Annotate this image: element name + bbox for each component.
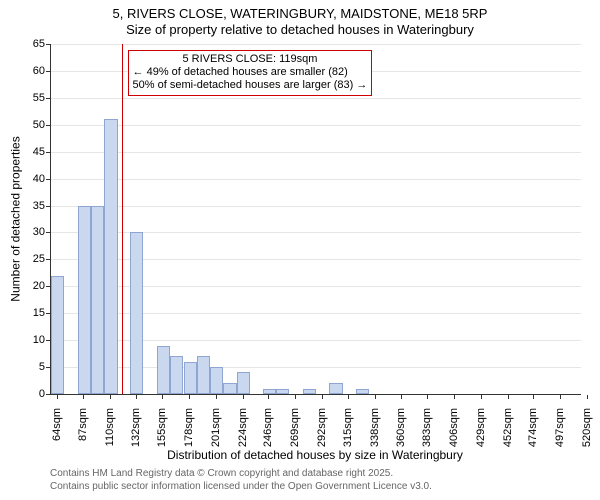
x-tick-mark <box>401 395 402 399</box>
y-axis-title-text: Number of detached properties <box>9 136 23 301</box>
x-tick-mark <box>189 395 190 399</box>
credits-line1: Contains HM Land Registry data © Crown c… <box>50 468 432 481</box>
x-tick-mark <box>162 395 163 399</box>
x-tick-mark <box>508 395 509 399</box>
x-tick-mark <box>427 395 428 399</box>
x-tick-mark <box>268 395 269 399</box>
histogram-bar <box>263 389 276 394</box>
y-tick-label: 50 <box>5 119 45 131</box>
x-tick-mark <box>375 395 376 399</box>
x-axis-title: Distribution of detached houses by size … <box>50 448 580 462</box>
grid-line <box>51 98 581 99</box>
histogram-bar <box>356 389 369 394</box>
annotation-box: 5 RIVERS CLOSE: 119sqm ← 49% of detached… <box>128 50 373 96</box>
x-tick-mark <box>243 395 244 399</box>
x-tick-mark <box>481 395 482 399</box>
grid-line <box>51 44 581 45</box>
x-tick-mark <box>136 395 137 399</box>
x-tick-mark <box>560 395 561 399</box>
histogram-bar <box>51 276 64 394</box>
x-tick-mark <box>322 395 323 399</box>
y-tick-label: 20 <box>5 280 45 292</box>
x-tick-mark <box>295 395 296 399</box>
credits: Contains HM Land Registry data © Crown c… <box>50 468 432 493</box>
y-tick-label: 0 <box>5 388 45 400</box>
page-subtitle: Size of property relative to detached ho… <box>0 22 600 37</box>
marker-line <box>122 44 123 394</box>
y-tick-label: 25 <box>5 253 45 265</box>
x-tick-mark <box>83 395 84 399</box>
grid-line <box>51 206 581 207</box>
annotation-line3: 50% of semi-detached houses are larger (… <box>133 79 368 92</box>
histogram-bar <box>170 356 183 394</box>
histogram-bar <box>223 383 236 394</box>
histogram-bar <box>210 367 223 394</box>
y-tick-label: 35 <box>5 200 45 212</box>
y-tick-label: 10 <box>5 334 45 346</box>
histogram-bar <box>329 383 342 394</box>
x-tick-mark <box>533 395 534 399</box>
grid-line <box>51 125 581 126</box>
histogram-bar <box>184 362 197 394</box>
credits-line2: Contains public sector information licen… <box>50 481 432 494</box>
y-tick-label: 55 <box>5 92 45 104</box>
histogram-bar <box>104 119 117 394</box>
histogram-bar <box>237 372 250 394</box>
grid-line <box>51 179 581 180</box>
histogram-bar <box>157 346 170 394</box>
histogram-plot: 5 RIVERS CLOSE: 119sqm ← 49% of detached… <box>50 44 581 395</box>
x-tick-mark <box>110 395 111 399</box>
histogram-bar <box>91 206 104 394</box>
x-tick-mark <box>454 395 455 399</box>
x-tick-mark <box>57 395 58 399</box>
annotation-line2: ← 49% of detached houses are smaller (82… <box>133 66 368 79</box>
y-tick-label: 30 <box>5 226 45 238</box>
histogram-bar <box>197 356 210 394</box>
x-tick-mark <box>348 395 349 399</box>
y-tick-label: 5 <box>5 361 45 373</box>
histogram-bar <box>78 206 91 394</box>
x-tick-mark <box>587 395 588 399</box>
y-tick-label: 65 <box>5 38 45 50</box>
x-tick-label: 520sqm <box>581 408 593 468</box>
x-tick-mark <box>216 395 217 399</box>
y-tick-label: 40 <box>5 173 45 185</box>
page-title: 5, RIVERS CLOSE, WATERINGBURY, MAIDSTONE… <box>0 6 600 21</box>
histogram-bar <box>130 232 143 394</box>
chart-page: 5, RIVERS CLOSE, WATERINGBURY, MAIDSTONE… <box>0 0 600 500</box>
histogram-bar <box>303 389 316 394</box>
histogram-bar <box>276 389 289 394</box>
grid-line <box>51 152 581 153</box>
y-tick-label: 45 <box>5 146 45 158</box>
y-tick-label: 15 <box>5 307 45 319</box>
annotation-line1: 5 RIVERS CLOSE: 119sqm <box>133 53 368 66</box>
y-tick-label: 60 <box>5 65 45 77</box>
